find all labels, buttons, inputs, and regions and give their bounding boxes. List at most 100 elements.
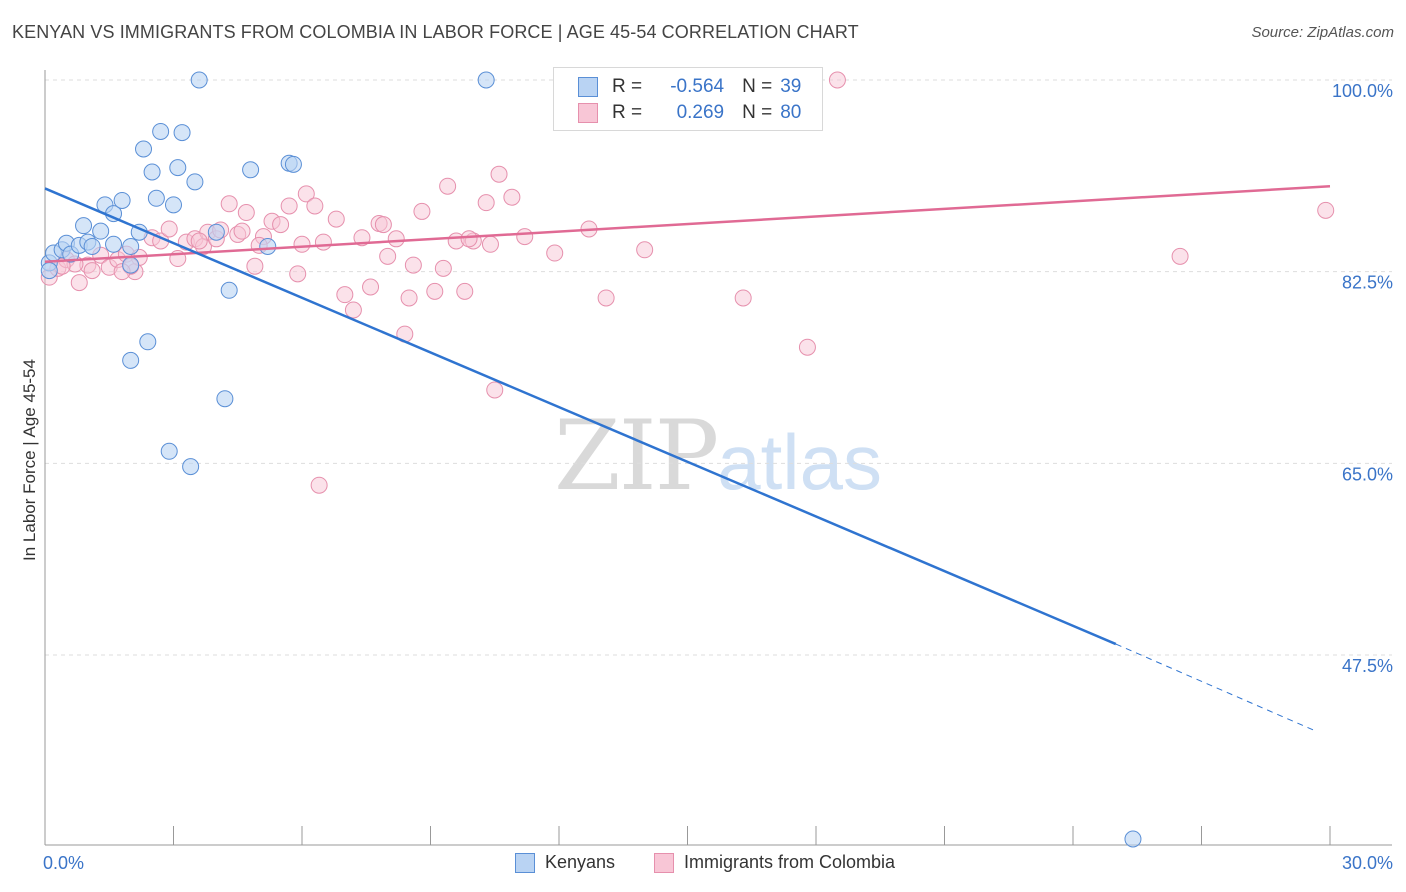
legend-row-kenyans: R = -0.564 N = 39	[578, 75, 801, 99]
colombia-point	[734, 289, 752, 307]
n-value: 39	[780, 76, 802, 97]
colombia-point	[798, 338, 816, 356]
kenyans-legend-label: Kenyans	[545, 852, 616, 872]
n-value: 80	[780, 102, 802, 123]
kenyan-point	[143, 163, 161, 181]
colombia-point	[404, 256, 422, 274]
colombia-point	[280, 197, 298, 215]
colombia-point	[272, 216, 290, 234]
tick-labels: 47.5% 65.0% 82.5% 100.0% 0.0% 30.0%	[43, 81, 1393, 873]
legend-item-kenyans: Kenyans	[515, 852, 615, 873]
r-value: -0.564	[670, 76, 725, 97]
x-tick-label: 30.0%	[1342, 853, 1393, 873]
colombia-legend-swatch	[654, 852, 674, 873]
legend-row-colombia: R = 0.269 N = 80	[578, 101, 801, 125]
y-tick-label: 82.5%	[1342, 273, 1393, 293]
x-tick-label: 0.0%	[43, 853, 84, 873]
colombia-point	[246, 257, 264, 275]
colombia-trend-line	[44, 184, 1331, 264]
r-value: 0.269	[676, 102, 725, 123]
colombia-legend-label: Immigrants from Colombia	[684, 852, 896, 872]
kenyan-point	[182, 458, 200, 476]
colombia-point	[293, 235, 311, 253]
kenyan-point	[169, 159, 187, 177]
kenyan-point	[477, 71, 495, 89]
kenyan-point	[139, 333, 157, 351]
kenyan-point	[173, 124, 191, 142]
kenyan-point	[83, 237, 101, 255]
colombia-point	[310, 476, 328, 494]
kenyan-point	[216, 390, 234, 408]
kenyan-point	[135, 140, 153, 158]
colombia-points	[40, 71, 1335, 494]
colombia-point	[233, 222, 251, 240]
axes	[44, 70, 1392, 846]
colombia-point	[83, 262, 101, 280]
colombia-point	[314, 233, 332, 251]
colombia-point	[456, 282, 474, 300]
kenyan-point	[113, 191, 131, 209]
kenyans-swatch	[578, 77, 598, 97]
r-label: R =	[612, 76, 643, 97]
colombia-point	[490, 165, 508, 183]
kenyan-point	[186, 173, 204, 191]
colombia-point	[237, 204, 255, 222]
kenyan-point	[122, 351, 140, 369]
colombia-point	[1317, 201, 1335, 219]
chart-title: KENYAN VS IMMIGRANTS FROM COLOMBIA IN LA…	[12, 22, 859, 42]
colombia-point	[336, 286, 354, 304]
kenyan-point	[220, 281, 238, 299]
colombia-point	[426, 282, 444, 300]
watermark-atlas: atlas	[717, 418, 882, 506]
colombia-point	[636, 241, 654, 259]
colombia-point	[486, 381, 504, 399]
colombia-point	[828, 71, 846, 89]
colombia-point	[289, 265, 307, 283]
kenyan-point	[284, 155, 302, 173]
kenyan-trend-line	[44, 187, 1117, 646]
colombia-point	[413, 202, 431, 220]
series-legend: Kenyans Immigrants from Colombia	[0, 852, 1406, 878]
kenyan-point	[165, 196, 182, 214]
y-tick-label: 100.0%	[1332, 81, 1393, 101]
kenyan-point	[160, 442, 178, 460]
colombia-point	[297, 185, 315, 203]
kenyan-point	[147, 189, 165, 207]
kenyan-point	[122, 237, 140, 255]
colombia-point	[477, 194, 495, 212]
colombia-point	[344, 301, 362, 319]
correlation-legend: R = -0.564 N = 39 R = 0.269 N = 80	[553, 67, 823, 131]
kenyan-point	[1124, 830, 1142, 848]
source-label: Source: ZipAtlas.com	[1251, 24, 1394, 41]
y-tick-label: 65.0%	[1342, 464, 1393, 484]
colombia-point	[362, 278, 380, 296]
colombia-point	[379, 247, 397, 265]
kenyan-point	[75, 217, 93, 235]
kenyan-point	[207, 223, 225, 241]
colombia-point	[434, 259, 452, 277]
kenyan-trend-extension	[1115, 643, 1318, 733]
kenyan-points	[40, 71, 1142, 848]
colombia-point	[220, 195, 238, 213]
kenyans-legend-swatch	[515, 852, 535, 873]
y-tick-label: 47.5%	[1342, 656, 1393, 676]
colombia-point	[481, 235, 499, 253]
colombia-swatch	[578, 103, 598, 123]
colombia-point	[327, 210, 345, 228]
legend-item-colombia: Immigrants from Colombia	[654, 852, 895, 873]
watermark-zip: ZIP	[554, 400, 719, 512]
r-label: R =	[612, 102, 643, 123]
colombia-point	[387, 230, 405, 248]
colombia-point	[306, 197, 324, 215]
kenyan-point	[259, 237, 277, 255]
colombia-point	[160, 220, 178, 238]
colombia-point	[503, 188, 521, 206]
colombia-point	[460, 230, 478, 248]
kenyan-point	[152, 122, 170, 140]
colombia-point	[597, 289, 615, 307]
colombia-point	[1171, 247, 1189, 265]
kenyan-point	[242, 161, 260, 179]
colombia-point	[190, 232, 208, 250]
colombia-point	[516, 228, 534, 246]
